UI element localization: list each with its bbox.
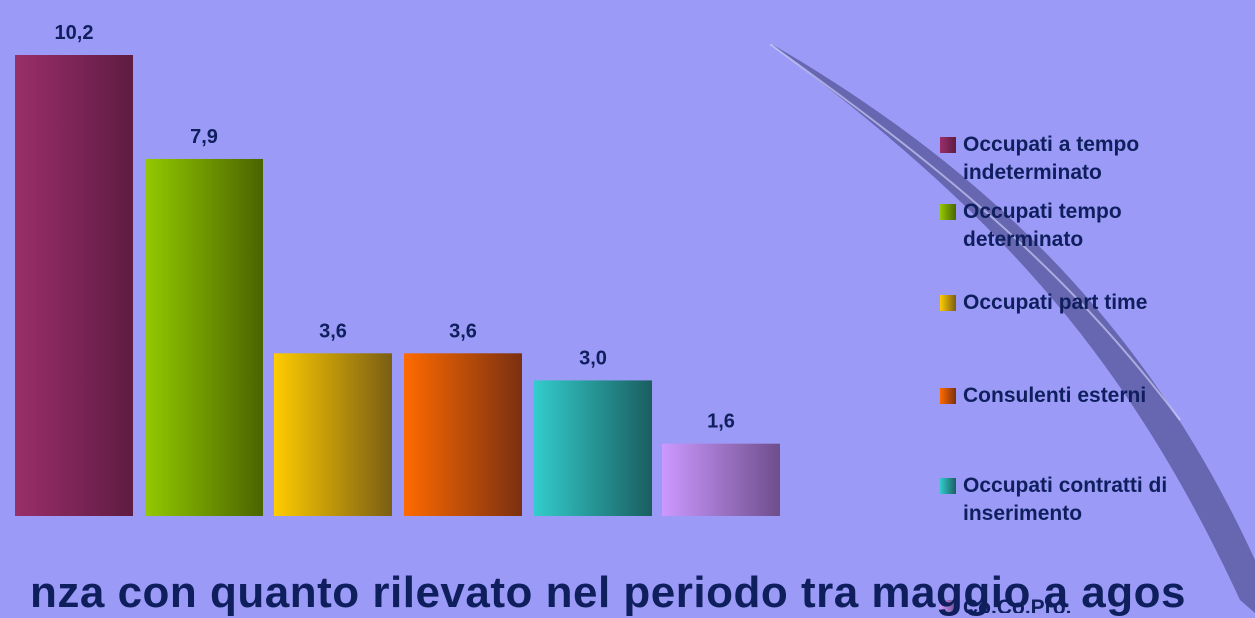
legend-label-3: Occupati part time [963,291,1147,314]
legend-label-4: Consulenti esterni [963,384,1146,407]
caption-text: nza con quanto rilevato nel periodo tra … [30,568,1186,617]
bar-5 [534,380,652,516]
legend-label-6: Co.Co.Pro. [963,596,1072,613]
data-label-2: 7,9 [190,126,218,148]
legend-swatch-2 [940,204,956,220]
bar-6 [662,443,780,516]
bar-1 [15,55,133,516]
legend-swatch-1 [940,137,956,153]
data-label-4: 3,6 [449,320,477,342]
bar-4 [404,353,522,516]
decorative-swoosh [768,42,1255,613]
bar-2 [145,158,263,516]
data-label-5: 3,0 [579,347,607,369]
legend-swatch-6 [940,600,956,613]
data-label-3: 3,6 [319,320,347,342]
data-label-6: 1,6 [707,411,735,433]
decorative-swoosh-highlight [769,43,1181,421]
legend-label-1: Occupati a tempo indeterminato [963,133,1139,184]
legend-swatch-4 [940,388,956,404]
legend-swatch-3 [940,295,956,311]
legend-swatch-5 [940,478,956,494]
legend-label-2: Occupati tempo determinato [963,200,1122,251]
legend-label-5: Occupati contratti di inserimento [963,474,1167,525]
bar-3 [274,353,392,516]
data-label-1: 10,2 [55,22,94,44]
